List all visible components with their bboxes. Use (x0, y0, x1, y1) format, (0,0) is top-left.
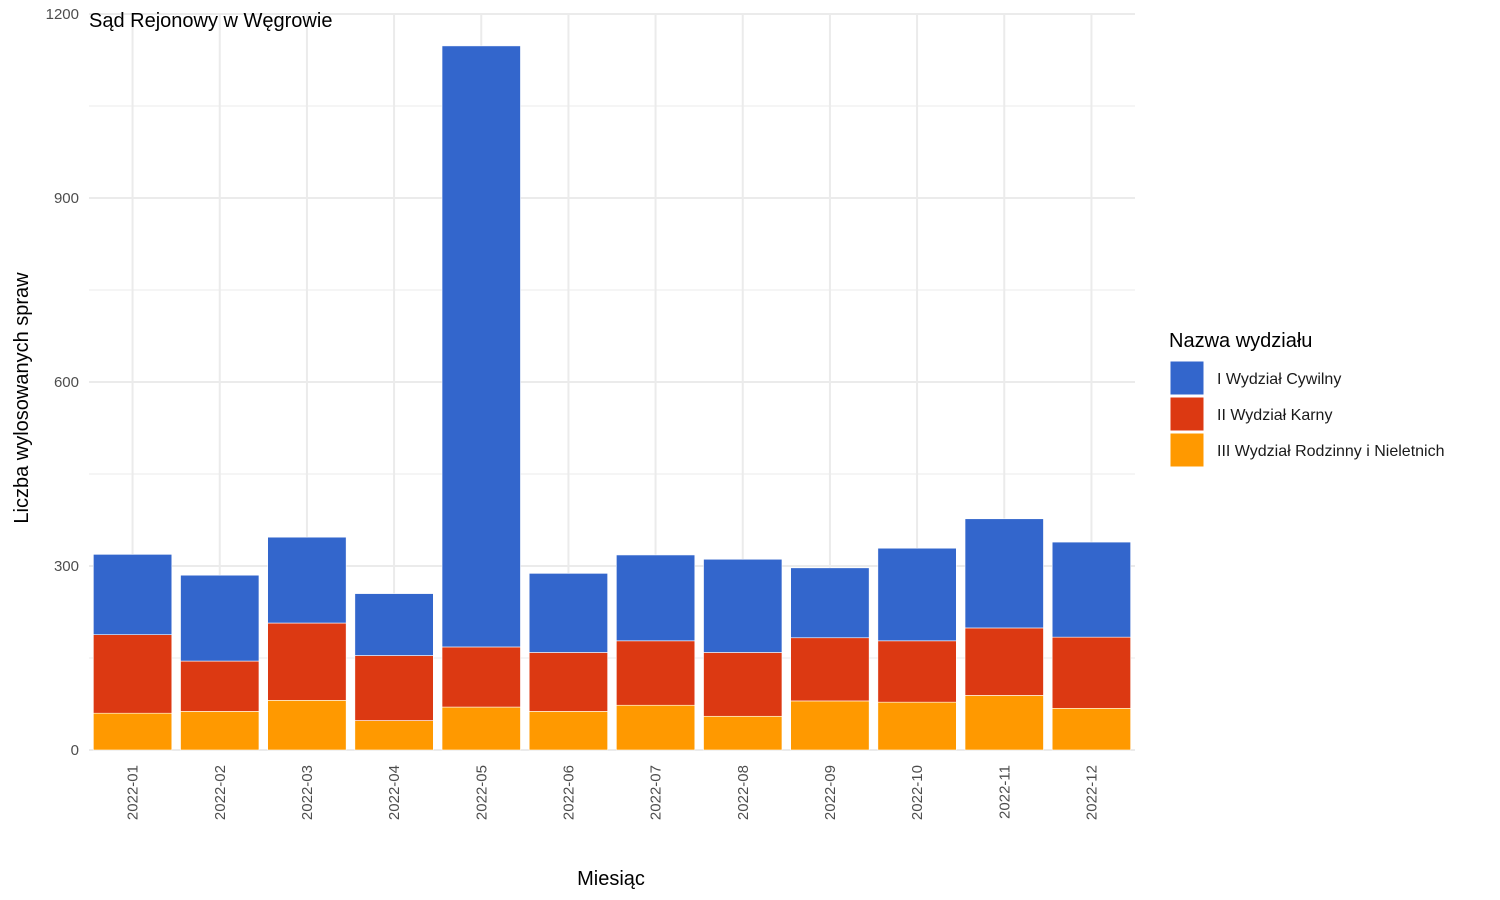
legend-label: III Wydział Rodzinny i Nieletnich (1217, 443, 1445, 460)
y-tick-label: 300 (54, 558, 79, 575)
bar-segment-2022-06-2 (528, 573, 608, 653)
x-tick-label: 2022-12 (1083, 765, 1100, 820)
bar-segment-2022-09-1 (790, 637, 870, 702)
bar-segment-2022-07-1 (616, 640, 696, 706)
bar-segment-2022-04-1 (354, 655, 434, 721)
x-tick-label: 2022-07 (648, 765, 665, 820)
bars (93, 45, 1131, 751)
x-tick-label: 2022-04 (386, 765, 403, 820)
bar-segment-2022-02-1 (180, 660, 260, 712)
y-axis-ticks: 0 300 600 900 1200 (46, 6, 79, 759)
bar-segment-2022-04-0 (354, 720, 434, 751)
bar-segment-2022-01-2 (93, 554, 173, 635)
bar-segment-2022-02-2 (180, 574, 260, 662)
legend-swatch (1169, 396, 1205, 432)
bar-segment-2022-08-1 (703, 652, 783, 717)
bar-segment-2022-09-0 (790, 700, 870, 751)
bar-segment-2022-09-2 (790, 567, 870, 639)
x-tick-label: 2022-06 (560, 765, 577, 820)
y-tick-label: 600 (54, 374, 79, 391)
bar-segment-2022-11-0 (964, 695, 1044, 751)
bar-segment-2022-03-0 (267, 700, 347, 751)
legend-title: Nazwa wydziału (1169, 330, 1312, 352)
bar-segment-2022-10-1 (877, 640, 957, 703)
x-axis-ticks: 2022-01 2022-02 2022-03 2022-04 2022-05 2022-… (125, 765, 1101, 820)
x-tick-label: 2022-03 (299, 765, 316, 820)
bar-segment-2022-07-2 (616, 554, 696, 642)
x-tick-label: 2022-02 (212, 765, 229, 820)
x-tick-label: 2022-08 (735, 765, 752, 820)
bar-segment-2022-08-0 (703, 715, 783, 751)
bar-segment-2022-02-0 (180, 711, 260, 751)
legend-label: II Wydział Karny (1217, 407, 1332, 424)
bar-segment-2022-05-1 (441, 646, 521, 708)
bar-segment-2022-04-2 (354, 593, 434, 656)
x-tick-label: 2022-09 (822, 765, 839, 820)
y-tick-label: 0 (71, 742, 79, 759)
bar-segment-2022-11-2 (964, 518, 1044, 629)
x-tick-label: 2022-10 (909, 765, 926, 820)
bar-segment-2022-06-1 (528, 652, 608, 712)
legend-label: I Wydział Cywilny (1217, 371, 1341, 388)
bar-segment-2022-08-2 (703, 558, 783, 653)
chart-title: Sąd Rejonowy w Węgrowie (89, 10, 332, 32)
x-tick-label: 2022-05 (473, 765, 490, 820)
bar-segment-2022-06-0 (528, 711, 608, 751)
legend-swatch (1169, 360, 1205, 396)
y-tick-label: 900 (54, 190, 79, 207)
bar-segment-2022-12-2 (1051, 541, 1131, 638)
bar-segment-2022-01-1 (93, 634, 173, 714)
x-tick-label: 2022-11 (996, 765, 1013, 819)
y-axis-title: Liczba wylosowanych spraw (11, 272, 33, 524)
bar-segment-2022-12-1 (1051, 636, 1131, 709)
bar-segment-2022-07-0 (616, 704, 696, 751)
bar-segment-2022-12-0 (1051, 707, 1131, 751)
bar-segment-2022-10-0 (877, 701, 957, 751)
bar-segment-2022-10-2 (877, 547, 957, 642)
bar-segment-2022-11-1 (964, 627, 1044, 696)
y-tick-label: 1200 (46, 6, 79, 23)
legend: Nazwa wydziału I Wydział Cywilny II Wydzi… (1169, 330, 1445, 468)
bar-segment-2022-03-2 (267, 536, 347, 624)
bar-segment-2022-05-0 (441, 706, 521, 751)
bar-segment-2022-01-0 (93, 712, 173, 751)
bar-segment-2022-03-1 (267, 622, 347, 701)
x-tick-label: 2022-01 (125, 765, 142, 820)
x-axis-title: Miesiąc (577, 868, 645, 890)
legend-swatch (1169, 432, 1205, 468)
bar-segment-2022-05-2 (441, 45, 521, 648)
